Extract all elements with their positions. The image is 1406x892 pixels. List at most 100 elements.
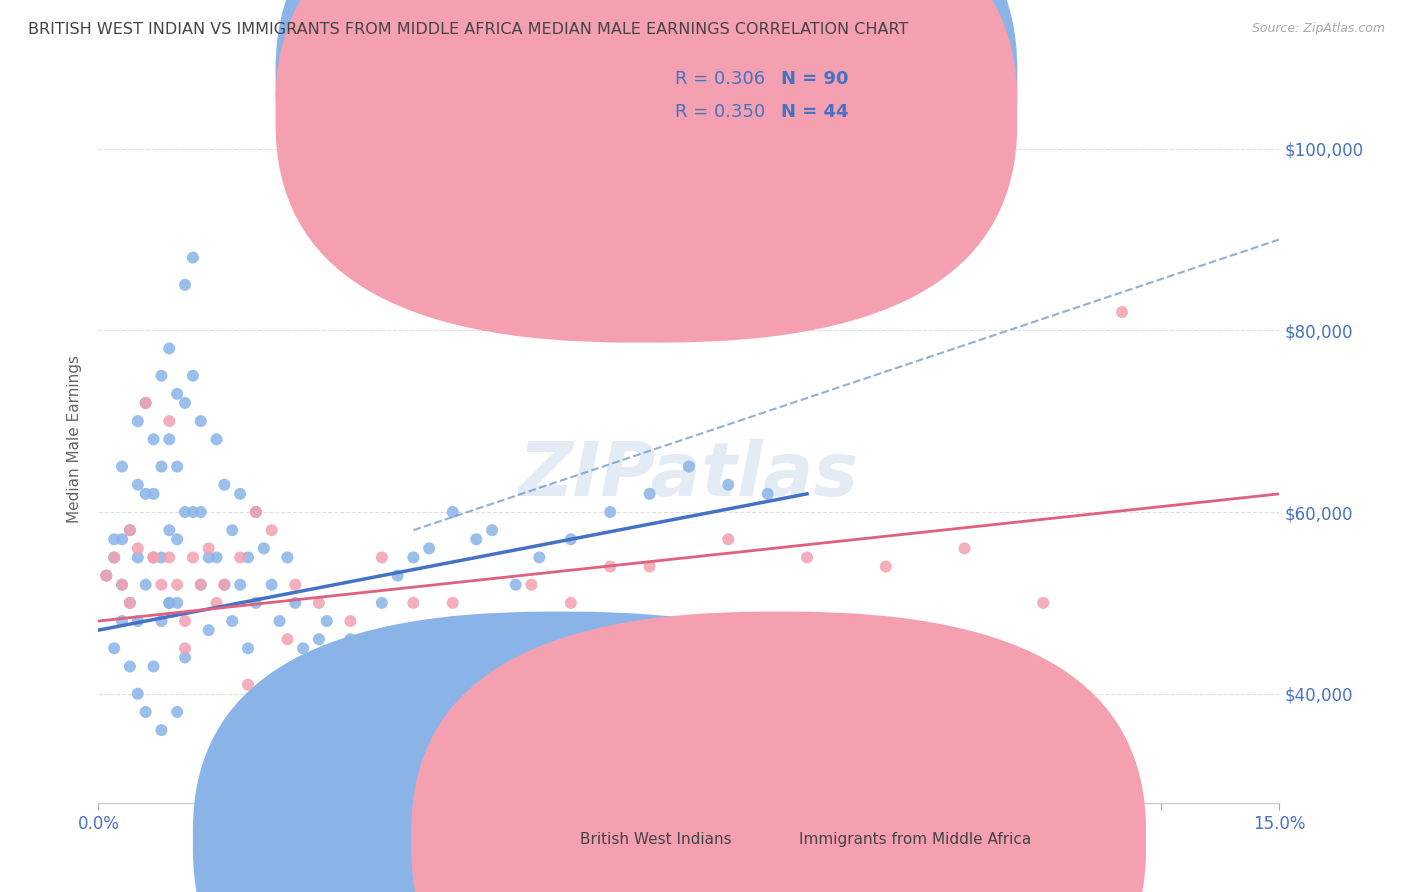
- Point: [214, 477, 236, 491]
- Point: [135, 396, 157, 410]
- Point: [96, 568, 118, 582]
- Point: [118, 659, 141, 673]
- Point: [142, 550, 165, 565]
- Point: [157, 523, 180, 537]
- Point: [127, 477, 149, 491]
- Point: [150, 459, 173, 474]
- Point: [441, 596, 464, 610]
- FancyBboxPatch shape: [412, 612, 1146, 892]
- Point: [221, 614, 243, 628]
- Point: [315, 614, 337, 628]
- Point: [96, 568, 118, 582]
- Point: [150, 550, 173, 565]
- Point: [111, 578, 134, 592]
- Point: [157, 433, 180, 447]
- Point: [103, 550, 125, 565]
- Point: [253, 541, 276, 556]
- Point: [174, 650, 197, 665]
- Point: [1032, 596, 1054, 610]
- Point: [560, 596, 582, 610]
- Point: [157, 342, 180, 356]
- Point: [638, 487, 661, 501]
- Y-axis label: Median Male Earnings: Median Male Earnings: [67, 355, 83, 524]
- Point: [103, 533, 125, 547]
- Point: [638, 559, 661, 574]
- Point: [371, 596, 394, 610]
- Point: [245, 505, 267, 519]
- Point: [260, 523, 283, 537]
- Point: [135, 578, 157, 592]
- Point: [308, 632, 330, 647]
- Point: [245, 596, 267, 610]
- Point: [127, 614, 149, 628]
- Point: [875, 559, 897, 574]
- Point: [599, 505, 621, 519]
- Point: [236, 678, 259, 692]
- Text: Source: ZipAtlas.com: Source: ZipAtlas.com: [1251, 22, 1385, 36]
- Point: [221, 523, 243, 537]
- Point: [181, 251, 204, 265]
- Point: [127, 541, 149, 556]
- Text: R = 0.306: R = 0.306: [675, 70, 765, 87]
- Point: [387, 641, 409, 656]
- Text: British West Indians: British West Indians: [581, 831, 733, 847]
- Point: [269, 614, 291, 628]
- Point: [292, 641, 315, 656]
- Point: [118, 596, 141, 610]
- Point: [214, 578, 236, 592]
- Point: [229, 578, 252, 592]
- Point: [157, 414, 180, 428]
- Point: [181, 505, 204, 519]
- Point: [205, 550, 228, 565]
- Point: [174, 641, 197, 656]
- Point: [505, 578, 527, 592]
- Point: [157, 596, 180, 610]
- Text: BRITISH WEST INDIAN VS IMMIGRANTS FROM MIDDLE AFRICA MEDIAN MALE EARNINGS CORREL: BRITISH WEST INDIAN VS IMMIGRANTS FROM M…: [28, 22, 908, 37]
- Point: [111, 533, 134, 547]
- Point: [214, 578, 236, 592]
- Point: [166, 533, 188, 547]
- Point: [118, 596, 141, 610]
- Point: [142, 659, 165, 673]
- Point: [190, 414, 212, 428]
- Point: [118, 523, 141, 537]
- Point: [181, 550, 204, 565]
- Point: [103, 550, 125, 565]
- Point: [339, 632, 361, 647]
- Text: N = 90: N = 90: [782, 70, 849, 87]
- Point: [190, 578, 212, 592]
- Point: [299, 668, 322, 682]
- Point: [166, 705, 188, 719]
- Point: [166, 578, 188, 592]
- Text: ZIPatlas: ZIPatlas: [519, 439, 859, 512]
- Point: [174, 505, 197, 519]
- Point: [174, 614, 197, 628]
- Point: [181, 368, 204, 383]
- Point: [465, 533, 488, 547]
- Point: [190, 578, 212, 592]
- Point: [111, 459, 134, 474]
- Point: [127, 550, 149, 565]
- Text: R = 0.350: R = 0.350: [675, 103, 765, 121]
- Point: [150, 723, 173, 737]
- Point: [197, 541, 219, 556]
- Point: [560, 533, 582, 547]
- Point: [418, 541, 440, 556]
- Point: [197, 623, 219, 637]
- Point: [150, 368, 173, 383]
- Text: N = 44: N = 44: [782, 103, 849, 121]
- Point: [127, 414, 149, 428]
- Point: [127, 687, 149, 701]
- FancyBboxPatch shape: [193, 612, 928, 892]
- FancyBboxPatch shape: [276, 0, 1018, 343]
- Point: [135, 396, 157, 410]
- Point: [236, 550, 259, 565]
- Point: [953, 541, 976, 556]
- Point: [118, 523, 141, 537]
- Point: [174, 277, 197, 292]
- Point: [481, 523, 503, 537]
- Point: [142, 487, 165, 501]
- Point: [276, 550, 298, 565]
- FancyBboxPatch shape: [619, 62, 877, 134]
- Point: [371, 550, 394, 565]
